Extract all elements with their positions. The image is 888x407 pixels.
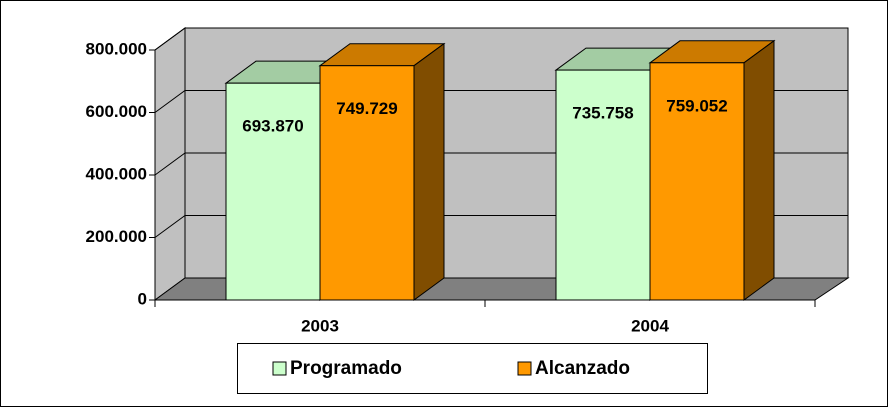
bar-front <box>225 82 321 301</box>
bar <box>318 42 446 301</box>
grid-line <box>154 27 848 51</box>
legend-box <box>237 343 708 394</box>
legend-swatch <box>272 361 287 376</box>
y-tick-label: 600.000 <box>86 102 147 121</box>
bar-front <box>555 69 651 301</box>
bar-side <box>743 39 775 301</box>
value-label: 735.758 <box>572 104 633 123</box>
x-tick-label: 2004 <box>631 316 669 335</box>
bar-front <box>319 65 415 301</box>
value-label: 749.729 <box>336 99 397 118</box>
y-tick-label: 0 <box>138 289 147 308</box>
bar <box>648 39 776 301</box>
y-tick-label: 200.000 <box>86 227 147 246</box>
legend-label: Alcanzado <box>535 358 630 379</box>
x-tick-label: 2003 <box>301 316 339 335</box>
bar-front <box>649 62 745 301</box>
value-label: 759.052 <box>666 96 727 115</box>
legend-label: Programado <box>290 358 402 379</box>
y-tick-label: 400.000 <box>86 164 147 183</box>
y-tick-label: 800.000 <box>86 39 147 58</box>
legend-swatch <box>517 361 532 376</box>
value-label: 693.870 <box>242 117 303 136</box>
bar-side <box>413 42 445 301</box>
